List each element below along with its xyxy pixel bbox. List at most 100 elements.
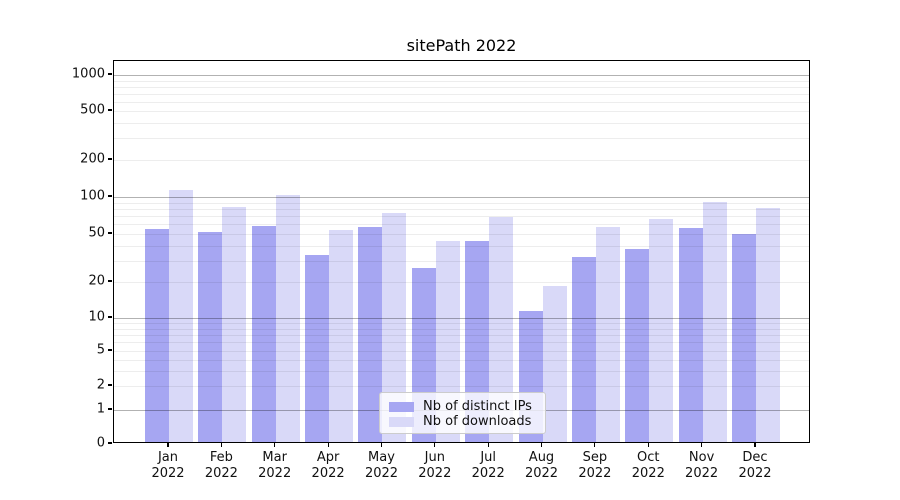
bar-downloads-apr [329,229,354,442]
minor-gridline [114,80,809,82]
x-tick-label: Dec 2022 [731,450,779,482]
minor-gridline [114,359,809,361]
minor-gridline [114,224,809,226]
bar-distinct-ips-jan [145,228,169,442]
minor-gridline [114,216,809,217]
minor-gridline [114,370,809,372]
legend-item-downloads: Nb of downloads [389,414,536,429]
x-tick-label: Jun 2022 [411,450,459,482]
y-tick-mark [108,232,112,234]
minor-gridline [114,323,809,324]
bar-distinct-ips-may [358,226,383,442]
minor-gridline [114,101,809,103]
x-tick-month: May [368,450,395,465]
x-tick-month: Oct [637,450,660,465]
y-tick-label: 200 [80,151,105,167]
bar-downloads-mar [275,195,300,442]
chart-title: sitePath 2022 [406,36,517,55]
bar-downloads-dec [756,208,780,442]
y-tick-label: 5 [96,342,105,358]
x-tick-month: Sep [582,450,608,465]
y-tick-mark [108,195,112,197]
x-tick-month: Apr [316,450,340,465]
x-tick-mark [487,443,489,447]
minor-gridline [114,386,809,387]
x-tick-year: 2022 [685,466,719,481]
minor-gridline [114,245,809,247]
x-tick-year: 2022 [204,466,238,481]
x-tick-mark [167,443,169,447]
x-tick-month: Nov [688,450,715,465]
x-tick-label: Jul 2022 [464,450,512,482]
x-tick-label: Sep 2022 [571,450,619,482]
x-tick-label: Apr 2022 [304,450,352,482]
bar-distinct-ips-apr [305,255,330,442]
minor-gridline [114,282,809,283]
x-tick-label: May 2022 [358,450,406,482]
plot-area [113,60,810,443]
x-tick-month: Jun [424,450,445,465]
x-tick-mark [434,443,436,447]
y-tick-mark [108,349,112,351]
x-tick-month: Aug [528,450,555,465]
y-tick-mark [108,442,112,444]
y-tick-label: 2 [96,377,105,393]
minor-gridline [114,160,809,161]
bar-downloads-jan [169,190,193,442]
x-tick-month: Jan [157,450,179,465]
y-tick-label: 50 [88,225,105,241]
y-tick-mark [108,408,112,410]
minor-gridline [114,208,809,210]
x-tick-year: 2022 [364,466,399,481]
x-tick-mark [754,443,756,447]
y-tick-mark [108,384,112,386]
x-tick-mark [220,443,222,447]
x-tick-mark [327,443,329,447]
minor-gridline [114,351,809,352]
legend-label-downloads: Nb of downloads [423,414,532,429]
major-gridline [114,75,809,76]
minor-gridline [114,122,809,124]
x-tick-year: 2022 [258,466,292,481]
minor-gridline [114,342,809,344]
y-tick-mark [108,73,112,75]
x-tick-year: 2022 [631,466,665,481]
y-tick-mark [108,280,112,282]
y-tick-label: 1000 [71,66,105,82]
minor-gridline [114,335,809,336]
legend-label-distinct-ips: Nb of distinct IPs [423,399,532,414]
y-tick-mark [108,316,112,318]
x-tick-year: 2022 [311,466,345,481]
y-tick-label: 10 [88,309,105,325]
x-tick-label: Feb 2022 [197,450,245,482]
bar-distinct-ips-mar [251,226,276,442]
x-tick-year: 2022 [578,466,612,481]
y-tick-mark [108,158,112,160]
minor-gridline [114,260,809,262]
minor-gridline [114,111,809,112]
x-tick-month: Mar [262,450,287,465]
y-tick-label: 100 [80,188,105,204]
legend-swatch-distinct-ips [389,401,414,412]
x-tick-year: 2022 [418,466,452,481]
legend-item-distinct-ips: Nb of distinct IPs [389,399,536,414]
bar-distinct-ips-feb [198,232,223,442]
x-tick-mark [540,443,543,447]
bar-distinct-ips-nov [678,227,703,442]
x-tick-mark [274,443,276,447]
y-tick-label: 0 [96,435,105,451]
x-tick-label: Nov 2022 [678,450,726,482]
x-tick-month: Dec [742,450,768,465]
bar-distinct-ips-dec [732,234,756,442]
bar-downloads-feb [222,206,247,442]
x-tick-mark [594,443,596,447]
x-tick-label: Aug 2022 [518,450,566,482]
bar-downloads-nov [702,201,727,442]
bar-downloads-sep [595,226,620,442]
major-gridline [114,197,809,198]
bar-downloads-aug [542,285,567,442]
major-gridline [114,318,809,319]
x-tick-year: 2022 [151,466,185,481]
legend: Nb of distinct IPs Nb of downloads [379,392,546,434]
